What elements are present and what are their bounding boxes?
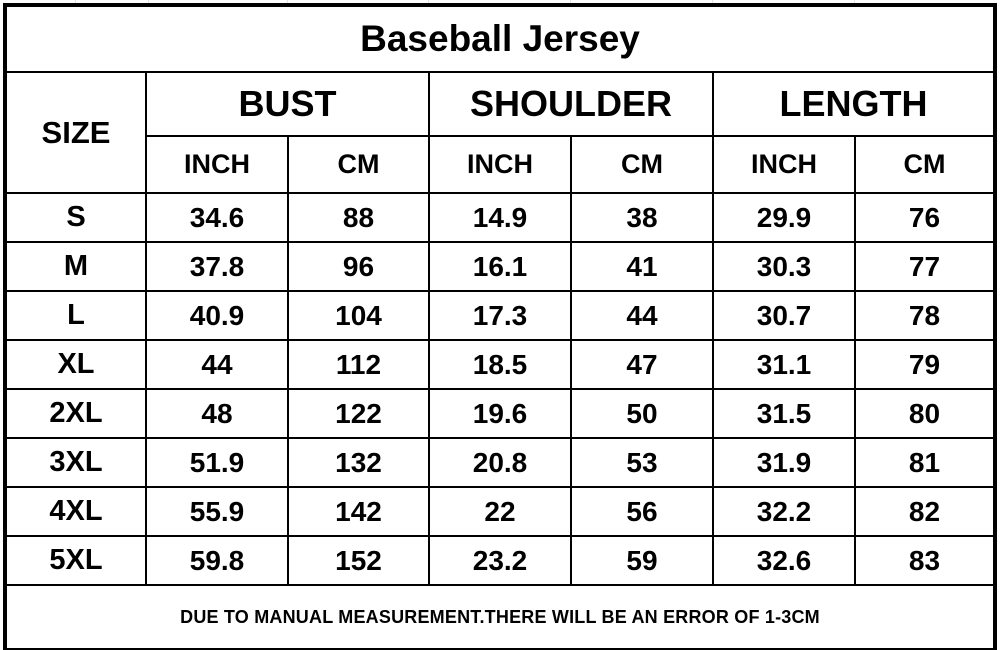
cell-bust-cm: 132 xyxy=(287,437,430,488)
cell-shoulder-cm: 44 xyxy=(570,290,714,341)
size-label: M xyxy=(5,241,147,292)
footnote-row: DUE TO MANUAL MEASUREMENT.THERE WILL BE … xyxy=(4,584,996,650)
cell-bust-cm: 104 xyxy=(287,290,430,341)
cell-shoulder-inch: 17.3 xyxy=(428,290,572,341)
cell-bust-cm: 122 xyxy=(287,388,430,439)
cell-length-inch: 30.7 xyxy=(712,290,856,341)
table-row: L 40.9 104 17.3 44 30.7 78 xyxy=(5,290,996,341)
cell-length-inch: 32.6 xyxy=(712,535,856,586)
unit-header-row: INCH CM INCH CM INCH CM xyxy=(6,135,996,194)
title-row: Baseball Jersey xyxy=(4,5,996,73)
cell-shoulder-inch: 19.6 xyxy=(428,388,572,439)
cell-length-inch: 31.9 xyxy=(712,437,856,488)
cell-length-cm: 76 xyxy=(853,192,996,243)
unit-header-shoulder-inch: INCH xyxy=(428,135,572,194)
unit-header-length-cm: CM xyxy=(853,135,996,194)
cell-bust-inch: 59.8 xyxy=(145,535,289,586)
cell-bust-inch: 44 xyxy=(145,339,289,390)
cell-shoulder-inch: 23.2 xyxy=(428,535,572,586)
table-row: 4XL 55.9 142 22 56 32.2 82 xyxy=(5,486,996,537)
cell-bust-cm: 112 xyxy=(287,339,430,390)
column-group-bust: BUST xyxy=(145,71,430,137)
cell-length-inch: 32.2 xyxy=(712,486,856,537)
cell-length-cm: 81 xyxy=(853,437,996,488)
cell-bust-cm: 142 xyxy=(287,486,430,537)
table-row: 2XL 48 122 19.6 50 31.5 80 xyxy=(5,388,996,439)
cell-shoulder-inch: 16.1 xyxy=(428,241,572,292)
size-label: L xyxy=(5,290,147,341)
cell-length-cm: 77 xyxy=(853,241,996,292)
measurement-disclaimer: DUE TO MANUAL MEASUREMENT.THERE WILL BE … xyxy=(4,584,996,650)
chart-title: Baseball Jersey xyxy=(4,5,996,73)
cell-shoulder-cm: 41 xyxy=(570,241,714,292)
table-row: XL 44 112 18.5 47 31.1 79 xyxy=(5,339,996,390)
cell-length-inch: 31.1 xyxy=(712,339,856,390)
size-chart-table: Baseball Jersey SIZE BUST SHOULDER LENGT… xyxy=(2,3,998,650)
cell-bust-inch: 51.9 xyxy=(145,437,289,488)
size-label: S xyxy=(5,192,147,243)
cell-bust-inch: 37.8 xyxy=(145,241,289,292)
unit-header-bust-cm: CM xyxy=(287,135,430,194)
size-label: 5XL xyxy=(5,535,147,586)
cell-length-cm: 83 xyxy=(853,535,996,586)
size-label: 3XL xyxy=(5,437,147,488)
cell-length-inch: 30.3 xyxy=(712,241,856,292)
cell-bust-inch: 40.9 xyxy=(145,290,289,341)
cell-bust-inch: 55.9 xyxy=(145,486,289,537)
cell-shoulder-cm: 47 xyxy=(570,339,714,390)
cell-bust-inch: 48 xyxy=(145,388,289,439)
size-label: 2XL xyxy=(5,388,147,439)
cell-length-cm: 80 xyxy=(853,388,996,439)
cell-length-inch: 31.5 xyxy=(712,388,856,439)
cell-shoulder-cm: 53 xyxy=(570,437,714,488)
table-row: 5XL 59.8 152 23.2 59 32.6 83 xyxy=(5,535,996,586)
column-group-shoulder: SHOULDER xyxy=(428,71,714,137)
cell-shoulder-cm: 38 xyxy=(570,192,714,243)
table-row: S 34.6 88 14.9 38 29.9 76 xyxy=(5,192,996,243)
cell-shoulder-inch: 14.9 xyxy=(428,192,572,243)
unit-header-length-inch: INCH xyxy=(712,135,856,194)
size-label: 4XL xyxy=(5,486,147,537)
column-group-length: LENGTH xyxy=(711,71,996,137)
cell-shoulder-cm: 56 xyxy=(570,486,714,537)
cell-bust-cm: 152 xyxy=(287,535,430,586)
cell-length-cm: 78 xyxy=(853,290,996,341)
cell-shoulder-inch: 20.8 xyxy=(428,437,572,488)
cell-bust-cm: 88 xyxy=(287,192,430,243)
cell-bust-inch: 34.6 xyxy=(145,192,289,243)
cell-length-inch: 29.9 xyxy=(712,192,856,243)
cell-shoulder-cm: 50 xyxy=(570,388,714,439)
table-row: 3XL 51.9 132 20.8 53 31.9 81 xyxy=(5,437,996,488)
cell-shoulder-cm: 59 xyxy=(570,535,714,586)
cell-shoulder-inch: 18.5 xyxy=(428,339,572,390)
cell-length-cm: 79 xyxy=(853,339,996,390)
column-header-size: SIZE xyxy=(5,71,147,194)
table-row: M 37.8 96 16.1 41 30.3 77 xyxy=(5,241,996,292)
unit-header-shoulder-cm: CM xyxy=(570,135,714,194)
cell-shoulder-inch: 22 xyxy=(428,486,572,537)
cell-length-cm: 82 xyxy=(853,486,996,537)
group-header-row: SIZE BUST SHOULDER LENGTH xyxy=(5,71,996,194)
size-label: XL xyxy=(5,339,147,390)
unit-header-bust-inch: INCH xyxy=(145,135,289,194)
cell-bust-cm: 96 xyxy=(287,241,430,292)
